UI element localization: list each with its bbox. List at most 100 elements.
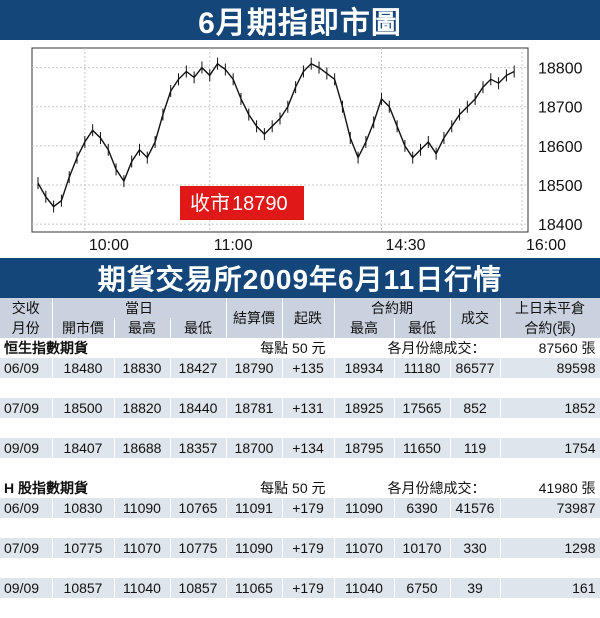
chart-title-banner: 6月期指即市圖 (0, 0, 600, 40)
header-low: 最低 (170, 318, 227, 338)
cell-volume: 852 (450, 398, 501, 418)
cell-c_low: 11650 (394, 438, 451, 458)
section-total-value: 41980 張 (500, 478, 600, 498)
cell-settle: 18781 (226, 398, 283, 418)
cell-volume: 86577 (450, 358, 501, 378)
cell-month: 09/09 (0, 438, 53, 458)
header-contract-low: 最低 (394, 318, 451, 338)
close-value: 18790 (232, 193, 288, 215)
section-total-label: 各月份總成交： (334, 478, 501, 498)
cell-month: 06/09 (0, 358, 53, 378)
cell-c_low: 17565 (394, 398, 451, 418)
section-unit: 每點 50 元 (226, 478, 335, 498)
cell-c_low: 6390 (394, 498, 451, 518)
cell-volume: 41576 (450, 498, 501, 518)
cell-volume: 119 (450, 438, 501, 458)
cell-open: 18480 (52, 358, 115, 378)
cell-settle: 11065 (226, 578, 283, 598)
row-spacer-cell (0, 598, 600, 618)
cell-c_low: 10170 (394, 538, 451, 558)
cell-low: 10857 (170, 578, 227, 598)
section-name: 恒生指數期貨 (0, 338, 227, 358)
header-high: 最高 (114, 318, 171, 338)
row-spacer (0, 458, 600, 478)
cell-oi: 1298 (500, 538, 600, 558)
table-row: 07/09 18500 18820 18440 18781 +131 18925 17565 8… (0, 398, 600, 418)
header-change: 起跌 (282, 298, 335, 338)
y-tick-label: 18700 (538, 100, 583, 117)
cell-open: 10857 (52, 578, 115, 598)
cell-open: 18407 (52, 438, 115, 458)
cell-high: 11070 (114, 538, 171, 558)
cell-c_high: 11040 (334, 578, 395, 598)
table-title-banner: 期貨交易所2009年6月11日行情 (0, 258, 600, 298)
y-tick-label: 18400 (538, 217, 583, 234)
cell-open: 10775 (52, 538, 115, 558)
cell-high: 11040 (114, 578, 171, 598)
header-open-interest: 上日未平倉 (500, 298, 600, 318)
y-tick-label: 18800 (538, 61, 583, 78)
header-month: 交收 (0, 298, 53, 318)
chart-svg: 18800 18700 18600 18500 18400 10:00 11:00 14:30… (31, 47, 583, 254)
header-open-interest-2: 合約(張) (500, 318, 600, 338)
section-unit: 每點 50 元 (226, 338, 335, 358)
futures-quote-table: 交收 當日 結算價 起跌 合約期 成交 上日未平倉 月份 開市價 最高 最低 最… (0, 298, 600, 618)
x-tick-label: 11:00 (214, 237, 253, 254)
cell-change: +131 (282, 398, 335, 418)
header-volume: 成交 (450, 298, 501, 338)
close-badge (180, 186, 304, 220)
cell-oi: 1754 (500, 438, 600, 458)
cell-c_high: 18795 (334, 438, 395, 458)
table-row: 06/09 18480 18830 18427 18790 +135 18934 11180 8… (0, 358, 600, 378)
cell-open: 18500 (52, 398, 115, 418)
x-tick-label: 10:00 (89, 237, 129, 254)
row-spacer-cell (0, 378, 600, 398)
cell-month: 09/09 (0, 578, 53, 598)
cell-low: 10765 (170, 498, 227, 518)
row-spacer-cell (0, 518, 600, 538)
cell-settle: 11090 (226, 538, 283, 558)
table-row: 09/09 18407 18688 18357 18700 +134 18795 11650 1… (0, 438, 600, 458)
section-name: H 股指數期貨 (0, 478, 227, 498)
header-open: 開市價 (52, 318, 115, 338)
cell-oi: 1852 (500, 398, 600, 418)
cell-c_high: 11070 (334, 538, 395, 558)
header-contract: 合約期 (334, 298, 451, 318)
row-spacer (0, 378, 600, 398)
y-tick-label: 18600 (538, 139, 583, 156)
cell-c_high: 11090 (334, 498, 395, 518)
cell-oi: 73987 (500, 498, 600, 518)
price-line (37, 62, 515, 208)
row-spacer-cell (0, 458, 600, 478)
cell-settle: 18700 (226, 438, 283, 458)
row-spacer (0, 558, 600, 578)
header-row-1: 交收 當日 結算價 起跌 合約期 成交 上日未平倉 (0, 298, 600, 338)
x-tick-label: 16:00 (526, 237, 566, 254)
row-spacer-cell (0, 418, 600, 438)
table-row: 09/09 10857 11040 10857 11065 +179 11040 6750 39… (0, 578, 600, 598)
cell-c_low: 11180 (394, 358, 451, 378)
section-total-label: 各月份總成交： (334, 338, 501, 358)
cell-month: 07/09 (0, 538, 53, 558)
x-tick-label: 14:30 (385, 237, 425, 254)
cell-change: +179 (282, 538, 335, 558)
close-label: 收市 (190, 192, 230, 215)
cell-month: 06/09 (0, 498, 53, 518)
cell-open: 10830 (52, 498, 115, 518)
cell-volume: 330 (450, 538, 501, 558)
cell-change: +135 (282, 358, 335, 378)
row-spacer (0, 418, 600, 438)
cell-volume: 39 (450, 578, 501, 598)
header-day: 當日 (52, 298, 227, 318)
cell-high: 18688 (114, 438, 171, 458)
cell-change: +179 (282, 578, 335, 598)
table-title: 期貨交易所2009年6月11日行情 (97, 264, 503, 295)
cell-low: 10775 (170, 538, 227, 558)
intraday-chart: 18800 18700 18600 18500 18400 10:00 11:00 14:30… (0, 40, 600, 258)
cell-low: 18427 (170, 358, 227, 378)
row-spacer-cell (0, 558, 600, 578)
cell-change: +179 (282, 498, 335, 518)
cell-c_high: 18934 (334, 358, 395, 378)
cell-oi: 89598 (500, 358, 600, 378)
cell-month: 07/09 (0, 398, 53, 418)
